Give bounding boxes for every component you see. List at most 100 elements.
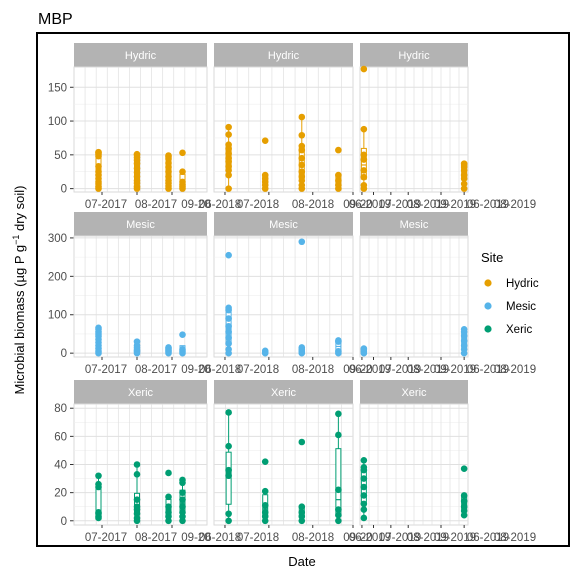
data-point bbox=[95, 480, 102, 488]
data-point bbox=[298, 503, 306, 511]
y-tick-label: 0 bbox=[61, 184, 67, 196]
x-tick-label: 08-2019 bbox=[407, 199, 449, 211]
data-point bbox=[360, 492, 368, 499]
data-point bbox=[298, 131, 306, 139]
data-point bbox=[225, 251, 232, 259]
x-tick-label: 08-2019 bbox=[494, 199, 536, 211]
x-axis-title: Date bbox=[288, 554, 315, 569]
data-point bbox=[261, 487, 269, 495]
data-point bbox=[95, 324, 102, 332]
x-tick-label: 08-2017 bbox=[135, 532, 177, 544]
data-point bbox=[335, 347, 342, 355]
data-point bbox=[165, 503, 172, 511]
data-point bbox=[225, 185, 232, 192]
data-point bbox=[460, 185, 468, 192]
y-tick-label: 100 bbox=[48, 116, 67, 128]
data-point bbox=[95, 148, 102, 156]
data-point bbox=[225, 141, 232, 149]
data-point bbox=[95, 168, 102, 176]
data-point bbox=[179, 149, 186, 157]
data-point bbox=[165, 168, 172, 176]
facet-strip-label: Hydric bbox=[125, 50, 157, 62]
data-point bbox=[133, 338, 141, 345]
facet-strip-label: Xeric bbox=[401, 387, 427, 399]
x-tick-label: 08-2017 bbox=[135, 364, 177, 376]
x-tick-label: 07-2019 bbox=[379, 364, 421, 376]
data-point bbox=[335, 511, 342, 519]
facet-strip bbox=[214, 43, 353, 67]
data-point bbox=[225, 510, 232, 518]
y-tick-label: 40 bbox=[54, 460, 67, 472]
data-point bbox=[261, 171, 269, 179]
data-point bbox=[179, 476, 186, 484]
data-point bbox=[225, 340, 232, 347]
data-point bbox=[133, 496, 141, 503]
facet-strip bbox=[214, 212, 353, 236]
data-point bbox=[460, 342, 468, 349]
y-tick-label: 20 bbox=[54, 488, 67, 500]
facet-panels: 0 50 100 150 Hydric Hydric Hydric 07-2017 08-201… bbox=[48, 43, 536, 544]
data-point bbox=[133, 461, 141, 468]
data-point bbox=[360, 464, 368, 471]
x-tick-label: 08-2018 bbox=[292, 199, 334, 211]
x-tick-label: 07-2019 bbox=[379, 199, 421, 211]
y-axis-title-suffix: dry soil) bbox=[12, 186, 27, 235]
facet-strip bbox=[360, 212, 468, 236]
y-tick-label: 80 bbox=[54, 403, 67, 415]
x-tick-label: 09-20 bbox=[181, 199, 210, 211]
facet-strip bbox=[214, 380, 353, 404]
facet-panel-xeric-3: Xeric bbox=[359, 380, 469, 528]
x-tick-label: 08-2019 bbox=[407, 532, 449, 544]
data-point bbox=[261, 137, 269, 144]
data-point bbox=[225, 131, 232, 138]
y-tick-label: 100 bbox=[48, 310, 67, 322]
y-tick-label: 0 bbox=[61, 516, 67, 528]
x-tick-label: 07-2018 bbox=[237, 532, 279, 544]
data-point bbox=[360, 456, 368, 464]
x-tick-label: 08-2017 bbox=[135, 199, 177, 211]
data-point bbox=[335, 146, 342, 154]
facet-strip-label: Mesic bbox=[269, 219, 298, 231]
x-tick-label: 07-2018 bbox=[237, 199, 279, 211]
data-point bbox=[360, 483, 368, 491]
facet-strip-label: Xeric bbox=[128, 387, 154, 399]
data-point bbox=[225, 346, 232, 353]
x-tick-label: 09-2019 bbox=[434, 199, 476, 211]
facet-strip bbox=[74, 380, 207, 404]
x-tick-label: 06-2019 bbox=[349, 532, 391, 544]
x-tick-label: 06-2018 bbox=[199, 364, 241, 376]
x-tick-label: 08-2018 bbox=[292, 364, 334, 376]
data-point bbox=[460, 465, 468, 473]
legend-label-mesic: Mesic bbox=[506, 301, 536, 313]
x-tick-label: 07-2017 bbox=[85, 532, 127, 544]
x-tick-label: 06-2019 bbox=[349, 364, 391, 376]
data-point bbox=[225, 322, 232, 330]
data-point bbox=[335, 431, 342, 439]
facet-strip bbox=[74, 43, 207, 67]
data-point bbox=[225, 154, 232, 162]
data-point bbox=[360, 173, 368, 181]
x-tick-label: 09-2019 bbox=[434, 532, 476, 544]
x-tick-label: 09-20 bbox=[181, 532, 210, 544]
data-point bbox=[298, 168, 306, 176]
facet-panel-xeric-2: Xeric bbox=[213, 380, 354, 528]
data-point bbox=[261, 502, 269, 509]
data-point bbox=[360, 151, 368, 159]
legend-key-hydric bbox=[484, 279, 492, 287]
data-point bbox=[360, 475, 368, 482]
data-point bbox=[95, 472, 102, 480]
data-point bbox=[298, 438, 306, 446]
data-point bbox=[225, 123, 232, 131]
x-tick-label: 09-20 bbox=[343, 364, 372, 376]
data-point bbox=[460, 492, 468, 499]
data-point bbox=[225, 163, 232, 170]
x-tick-label: 06-2018 bbox=[199, 199, 241, 211]
data-point bbox=[335, 177, 342, 184]
data-point bbox=[360, 345, 368, 352]
x-tick-label: 07-2018 bbox=[237, 364, 279, 376]
x-tick-label: 06-2019 bbox=[467, 364, 509, 376]
data-point bbox=[179, 503, 186, 511]
data-point bbox=[298, 238, 306, 246]
data-point bbox=[165, 173, 172, 180]
legend-key-mesic bbox=[484, 302, 492, 310]
